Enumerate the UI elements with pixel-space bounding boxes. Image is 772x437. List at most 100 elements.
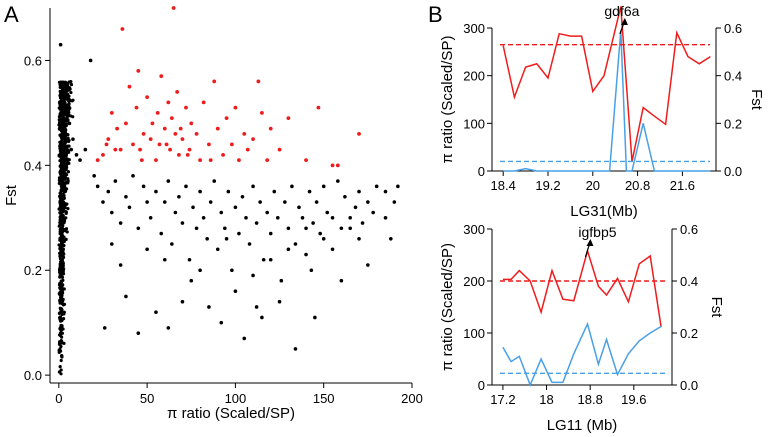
scatter-point-outlier [154,158,158,162]
scatter-point-dense [67,88,71,92]
scatter-point-outlier [207,142,211,147]
scatter-point-dense [64,211,68,215]
scatter-point-background [189,278,194,283]
scatter-point-outlier [277,147,282,152]
scatter-point-dense [60,164,64,168]
scatter-point-outlier [221,152,225,157]
scatter-point-dense [59,358,63,363]
scatter-point-outlier [189,121,194,126]
scatter-point-outlier [237,158,241,162]
scatter-point-background [198,189,202,194]
scatter-point-outlier [168,147,172,152]
scatter-point-dense [57,268,62,272]
scatter-point-dense [65,160,69,164]
x-tick-label: 0 [55,391,62,406]
scatter-point-background [374,184,379,189]
scatter-point-outlier [175,90,180,94]
right-y-tick-label: 0.4 [724,69,742,84]
scatter-point-dense [63,177,67,181]
scatter-point-dense [59,298,63,302]
scatter-point-outlier [115,126,120,131]
scatter-point-background [321,236,326,241]
scatter-point-background [261,257,266,262]
scatter-point-dense [59,106,63,110]
scatter-point-background [173,210,178,215]
scatter-point-dense [60,182,64,186]
left-y-tick-label: 300 [463,222,485,237]
scatter-point-background [321,184,326,189]
scatter-point-dense [59,123,64,127]
scatter-point-background [141,184,146,189]
scatter-point-dense [71,98,75,102]
scatter-point-background [360,221,365,225]
scatter-point-background [110,210,114,215]
scatter-point-dense [59,133,63,137]
scatter-point-dense [62,218,67,222]
scatter-point-dense [59,194,63,198]
scatter-point-outlier [256,79,261,84]
scatter-point-outlier [136,69,141,73]
scatter-point-background [357,236,361,241]
scatter-point-background [83,147,88,152]
scatter-point-background [272,189,277,194]
scatter-point-outlier [113,147,118,152]
scatter-point-background [136,226,141,231]
scatter-point-dense [58,224,62,228]
right-y-tick-label: 0.4 [680,274,698,289]
gene-annotation: gdf6a [604,3,639,19]
scatter-point-background [366,200,370,204]
scatter-point-background [95,184,100,189]
scatter-point-background [277,299,282,304]
scatter-point-outlier [233,105,238,110]
scatter-point-dense [58,218,62,222]
scatter-point-dense [63,162,67,166]
scatter-point-background [106,189,111,194]
scatter-point-background [339,278,344,283]
scatter-point-outlier [357,131,361,136]
left-y-tick-label: 0 [478,378,485,393]
scatter-point-background [60,100,65,105]
scatter-point-background [69,147,73,152]
scatter-point-outlier [304,158,308,162]
scatter-point-outlier [215,126,220,131]
scatter-point-background [65,111,70,115]
scatter-point-background [325,210,330,215]
scatter-point-outlier [224,116,229,121]
right-y-tick-label: 0.6 [724,21,742,36]
scatter-point-dense [64,119,68,123]
x-tick-label: 18.8 [578,392,603,407]
annotation-arrowhead [586,239,594,246]
scatter-point-background [254,221,259,225]
scatter-point-background [226,189,231,194]
scatter-point-background [383,189,388,194]
x-tick-label: 19.6 [621,392,646,407]
panel-b-letter: B [428,2,443,27]
scatter-point-background [118,221,123,225]
scatter-point-background [223,226,227,231]
scatter-point-background [392,200,397,204]
panel-a-letter: A [4,2,19,27]
scatter-point-outlier [330,163,335,168]
scatter-point-outlier [134,105,139,110]
scatter-point-background [201,215,206,220]
scatter-point-dense [64,151,69,155]
scatter-point-outlier [212,79,217,84]
scatter-point-dense [57,123,61,127]
scatter-point-dense [66,82,70,86]
scatter-point-dense [66,181,70,185]
scatter-point-background [304,252,308,257]
scatter-point-dense [64,237,68,241]
scatter-point-background [78,158,82,162]
scatter-point-background [389,236,393,241]
scatter-point-background [224,236,229,241]
scatter-point-background [148,215,153,220]
scatter-point-dense [61,208,66,212]
scatter-point-background [207,305,211,309]
scatter-point-background [396,184,400,189]
scatter-point-outlier [124,121,128,126]
scatter-point-background [58,42,63,47]
scatter-point-outlier [159,74,164,79]
scatter-point-outlier [245,147,250,152]
scatter-point-background [205,236,209,241]
scatter-point-dense [66,144,70,148]
